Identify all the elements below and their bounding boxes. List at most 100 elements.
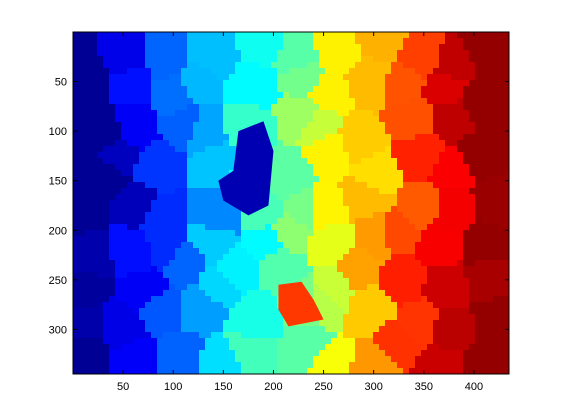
heatmap-cell [139, 284, 146, 291]
heatmap-cell [355, 122, 362, 129]
heatmap-cell [409, 302, 416, 309]
heatmap-cell [133, 350, 140, 357]
heatmap-cell [505, 308, 509, 315]
heatmap-cell [193, 44, 200, 51]
heatmap-cell [355, 170, 362, 177]
heatmap-cell [259, 98, 266, 105]
heatmap-cell [343, 50, 350, 57]
heatmap-cell [445, 320, 452, 327]
heatmap-cell [487, 254, 494, 261]
heatmap-cell [313, 32, 320, 39]
heatmap-cell [361, 236, 368, 243]
heatmap-cell [205, 32, 212, 39]
heatmap-cell [481, 170, 488, 177]
heatmap-cell [475, 266, 482, 273]
heatmap-cell [247, 290, 254, 297]
heatmap-cell [181, 356, 188, 363]
heatmap-cell [271, 164, 278, 171]
heatmap-cell [325, 194, 332, 201]
heatmap-cell [163, 260, 170, 267]
heatmap-cell [439, 50, 446, 57]
heatmap-cell [265, 56, 272, 63]
heatmap-cell [253, 68, 260, 75]
heatmap-cell [85, 362, 92, 369]
heatmap-cell [175, 266, 182, 273]
heatmap-cell [247, 356, 254, 363]
heatmap-cell [73, 104, 80, 111]
heatmap-cell [277, 68, 284, 75]
heatmap-cell [109, 254, 116, 261]
heatmap-cell [235, 272, 242, 279]
heatmap-cell [97, 344, 104, 351]
heatmap-cell [397, 212, 404, 219]
heatmap-cell [499, 158, 506, 165]
heatmap-cell [181, 110, 188, 117]
heatmap-cell [193, 248, 200, 255]
heatmap-cell [481, 134, 488, 141]
heatmap-cell [91, 152, 98, 159]
heatmap-cell [121, 260, 128, 267]
heatmap-cell [259, 212, 266, 219]
heatmap-cell [415, 296, 422, 303]
heatmap-cell [217, 284, 224, 291]
heatmap-cell [109, 212, 116, 219]
heatmap-cell [295, 152, 302, 159]
heatmap-cell [301, 38, 308, 45]
heatmap-cell [217, 164, 224, 171]
heatmap-cell [289, 224, 296, 231]
heatmap-cell [283, 98, 290, 105]
heatmap-cell [463, 236, 470, 243]
heatmap-cell [199, 56, 206, 63]
heatmap-cell [427, 188, 434, 195]
heatmap-cell [301, 80, 308, 87]
heatmap-cell [439, 236, 446, 243]
heatmap-cell [175, 170, 182, 177]
heatmap-cell [373, 98, 380, 105]
heatmap-cell [265, 98, 272, 105]
heatmap-cell [187, 50, 194, 57]
heatmap-cell [295, 134, 302, 141]
heatmap-cell [373, 80, 380, 87]
heatmap-cell [379, 98, 386, 105]
heatmap-cell [343, 98, 350, 105]
heatmap-cell [121, 68, 128, 75]
heatmap-cell [271, 230, 278, 237]
heatmap-cell [73, 134, 80, 141]
heatmap-cell [445, 284, 452, 291]
heatmap-cell [181, 182, 188, 189]
heatmap-cell [349, 326, 356, 333]
heatmap-cell [241, 98, 248, 105]
heatmap-cell [283, 140, 290, 147]
heatmap-cell [121, 362, 128, 369]
heatmap-cell [325, 344, 332, 351]
heatmap-cell [337, 332, 344, 339]
heatmap-cell [229, 368, 236, 374]
heatmap-cell [73, 170, 80, 177]
heatmap-cell [145, 326, 152, 333]
heatmap-cell [163, 218, 170, 225]
heatmap-cell [319, 56, 326, 63]
heatmap-cell [499, 314, 506, 321]
heatmap-cell [349, 206, 356, 213]
heatmap-cell [421, 206, 428, 213]
heatmap-cell [163, 200, 170, 207]
heatmap-cell [337, 50, 344, 57]
heatmap-cell [121, 266, 128, 273]
heatmap-cell [73, 320, 80, 327]
heatmap-cell [415, 230, 422, 237]
heatmap-cell [475, 326, 482, 333]
heatmap-cell [319, 272, 326, 279]
heatmap-cell [235, 104, 242, 111]
heatmap-cell [187, 188, 194, 195]
heatmap-cell [439, 344, 446, 351]
heatmap-cell [385, 308, 392, 315]
heatmap-cell [319, 50, 326, 57]
heatmap-cell [481, 284, 488, 291]
heatmap-cell [475, 368, 482, 374]
heatmap-cell [331, 260, 338, 267]
heatmap-cell [103, 356, 110, 363]
heatmap-cell [247, 284, 254, 291]
heatmap-cell [361, 230, 368, 237]
heatmap-cell [361, 218, 368, 225]
heatmap-cell [79, 182, 86, 189]
